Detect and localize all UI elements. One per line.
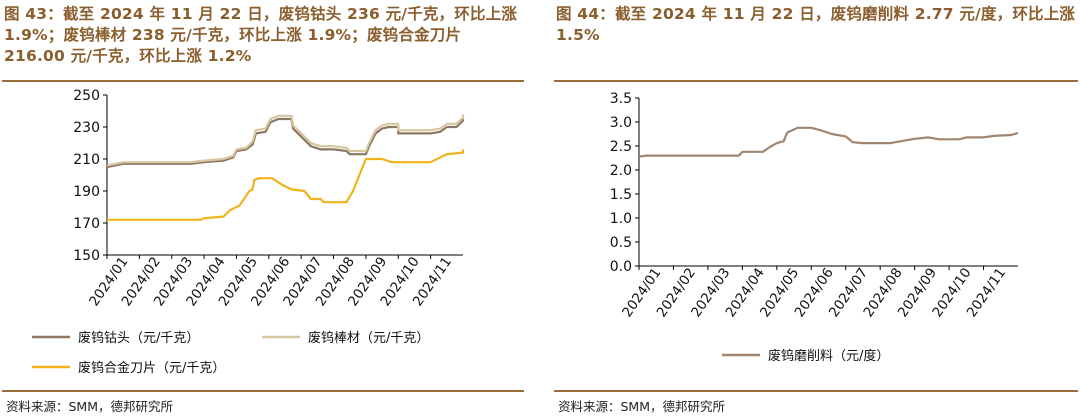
left-series-line-3 xyxy=(107,149,465,221)
left-y-tick-label: 170 xyxy=(73,216,100,232)
left-y-tick-label: 230 xyxy=(73,120,100,136)
chart-right: 0.00.51.01.52.02.53.03.52024/012024/0220… xyxy=(610,91,1019,364)
left-legend-label-3: 废钨合金刀片（元/千克） xyxy=(78,360,225,376)
chart-left: 1501701902102302502024/012024/022024/032… xyxy=(32,88,465,376)
left-y-tick-label: 210 xyxy=(73,152,100,168)
source-note-left: 资料来源：SMM，德邦研究所 xyxy=(6,399,174,414)
right-y-tick-label: 3.5 xyxy=(610,91,632,107)
chart-title-right: 图 44：截至 2024 年 11 月 22 日，废钨磨削料 2.77 元/度，… xyxy=(556,5,1076,44)
right-y-tick-label: 1.5 xyxy=(610,187,632,203)
left-legend-label-2: 废钨棒材（元/千克） xyxy=(308,330,429,346)
right-legend-label-1: 废钨磨削料（元/度） xyxy=(768,348,889,364)
chart-title-left: 图 43：截至 2024 年 11 月 22 日，废钨钴头 236 元/千克，环… xyxy=(4,5,518,65)
source-note-right: 资料来源：SMM，德邦研究所 xyxy=(558,399,726,414)
left-y-tick-label: 250 xyxy=(73,88,100,104)
right-y-tick-label: 2.0 xyxy=(610,163,632,179)
left-y-tick-label: 150 xyxy=(73,248,100,264)
left-series-line-1 xyxy=(106,117,465,169)
title-rule-right xyxy=(554,80,1078,82)
chart-panel-right: 图 44：截至 2024 年 11 月 22 日，废钨磨削料 2.77 元/度，… xyxy=(552,0,1080,420)
right-y-tick-label: 2.5 xyxy=(610,139,632,155)
title-rule-left xyxy=(2,80,524,82)
left-series-line-2 xyxy=(106,114,465,167)
right-series-line-1 xyxy=(638,126,1019,158)
left-legend-label-1: 废钨钴头（元/千克） xyxy=(78,330,199,346)
right-y-tick-label: 1.0 xyxy=(610,211,632,227)
chart-panel-left: 图 43：截至 2024 年 11 月 22 日，废钨钴头 236 元/千克，环… xyxy=(0,0,526,420)
right-y-tick-label: 3.0 xyxy=(610,115,632,131)
right-y-tick-label: 0.5 xyxy=(610,235,632,251)
source-rule-right xyxy=(554,390,1078,392)
right-y-tick-label: 0.0 xyxy=(610,259,632,275)
left-y-tick-label: 190 xyxy=(73,184,100,200)
source-rule-left xyxy=(2,390,524,392)
